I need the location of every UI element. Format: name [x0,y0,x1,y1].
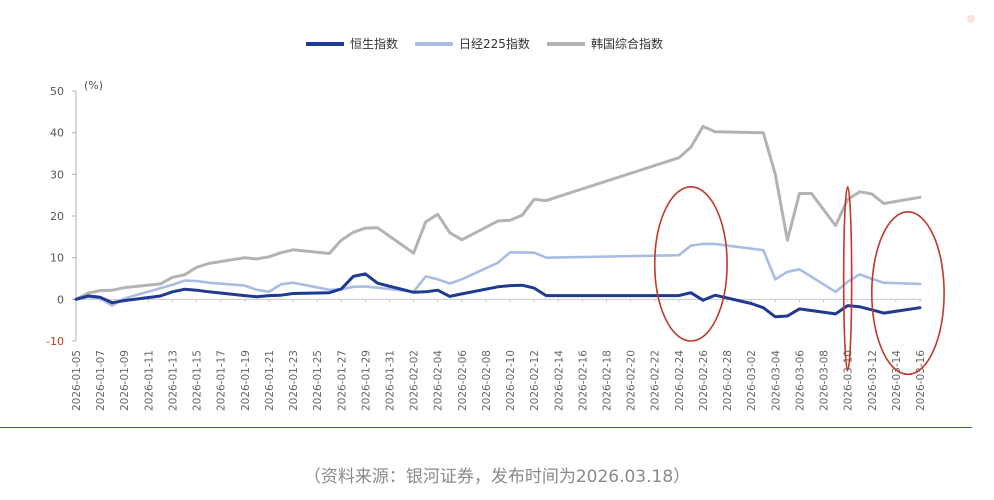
x-tick-label: 2026-01-25 [312,350,324,411]
source-caption: （资料来源：银河证券，发布时间为2026.03.18） [303,467,691,487]
x-tick-label: 2026-01-15 [192,350,204,411]
chart-axes: -10 0 10 20 30 40 50 (%) 2026-01-05 2026-01-07 202… [46,79,927,411]
y-tick-label: 20 [50,210,64,223]
x-tick-label: 2026-01-07 [95,350,107,411]
annotation-ellipse-2 [870,211,945,376]
y-tick-label: -10 [46,335,64,348]
x-tick-label: 2026-01-23 [288,350,300,411]
x-tick-label: 2026-01-05 [71,350,83,411]
x-tick-label: 2026-01-19 [240,350,252,411]
x-tick-label: 2026-02-28 [722,350,734,411]
x-tick-label: 2026-01-17 [216,350,228,411]
x-tick-label: 2026-01-13 [167,350,179,411]
x-tick-label: 2026-02-10 [505,350,517,411]
x-tick-label: 2026-01-27 [336,350,348,411]
x-tick-label: 2026-03-12 [867,350,879,411]
x-tick-label: 2026-02-18 [602,350,614,411]
x-tick-label: 2026-02-06 [457,350,469,411]
annotation-ellipse-0 [653,186,728,342]
y-tick-label: 40 [50,127,64,140]
x-tick-label: 2026-02-12 [529,350,541,411]
legend-label-0: 恒生指数 [350,36,398,51]
y-tick-label: 0 [57,293,64,306]
series-line-1 [74,242,922,307]
x-tick-label: 2026-03-16 [915,350,927,411]
x-tick-label: 2026-02-20 [626,350,638,411]
annotation-ellipse-1 [842,186,853,371]
y-tick-label: 50 [50,85,64,98]
series-line-0 [74,272,922,319]
x-tick-label: 2026-01-21 [264,350,276,411]
x-tick-label: 2026-02-08 [481,350,493,411]
y-tick-label: 10 [50,252,64,265]
annotation-ellipses [653,186,945,376]
x-tick-label: 2026-03-04 [770,350,782,411]
x-tick-label: 2026-01-31 [384,350,396,411]
x-tick-label: 2026-02-02 [409,350,421,411]
x-tick-label: 2026-03-06 [794,350,806,411]
divider-line [0,427,972,428]
legend: 恒生指数 日经225指数 韩国综合指数 [306,36,663,51]
x-tick-label: 2026-03-02 [746,350,758,411]
x-tick-label: 2026-03-10 [843,350,855,411]
x-tick-label: 2026-03-14 [891,350,903,411]
y-axis-unit-label: (%) [84,79,103,92]
series-lines [74,124,922,319]
x-tick-label: 2026-02-14 [553,350,565,411]
x-tick-label: 2026-02-26 [698,350,710,411]
decoration-dot [967,15,975,23]
legend-label-2: 韩国综合指数 [591,36,663,51]
x-tick-label: 2026-03-08 [819,350,831,411]
x-tick-label: 2026-01-29 [360,350,372,411]
y-tick-label: 30 [50,168,64,181]
x-tick-label: 2026-02-24 [674,350,686,411]
x-tick-label: 2026-02-04 [433,350,445,411]
x-tick-label: 2026-02-16 [577,350,589,411]
series-line-2 [74,124,922,301]
legend-label-1: 日经225指数 [459,36,530,51]
x-tick-label: 2026-02-22 [650,350,662,411]
x-tick-label: 2026-01-11 [143,350,155,411]
x-tick-label: 2026-01-09 [119,350,131,411]
